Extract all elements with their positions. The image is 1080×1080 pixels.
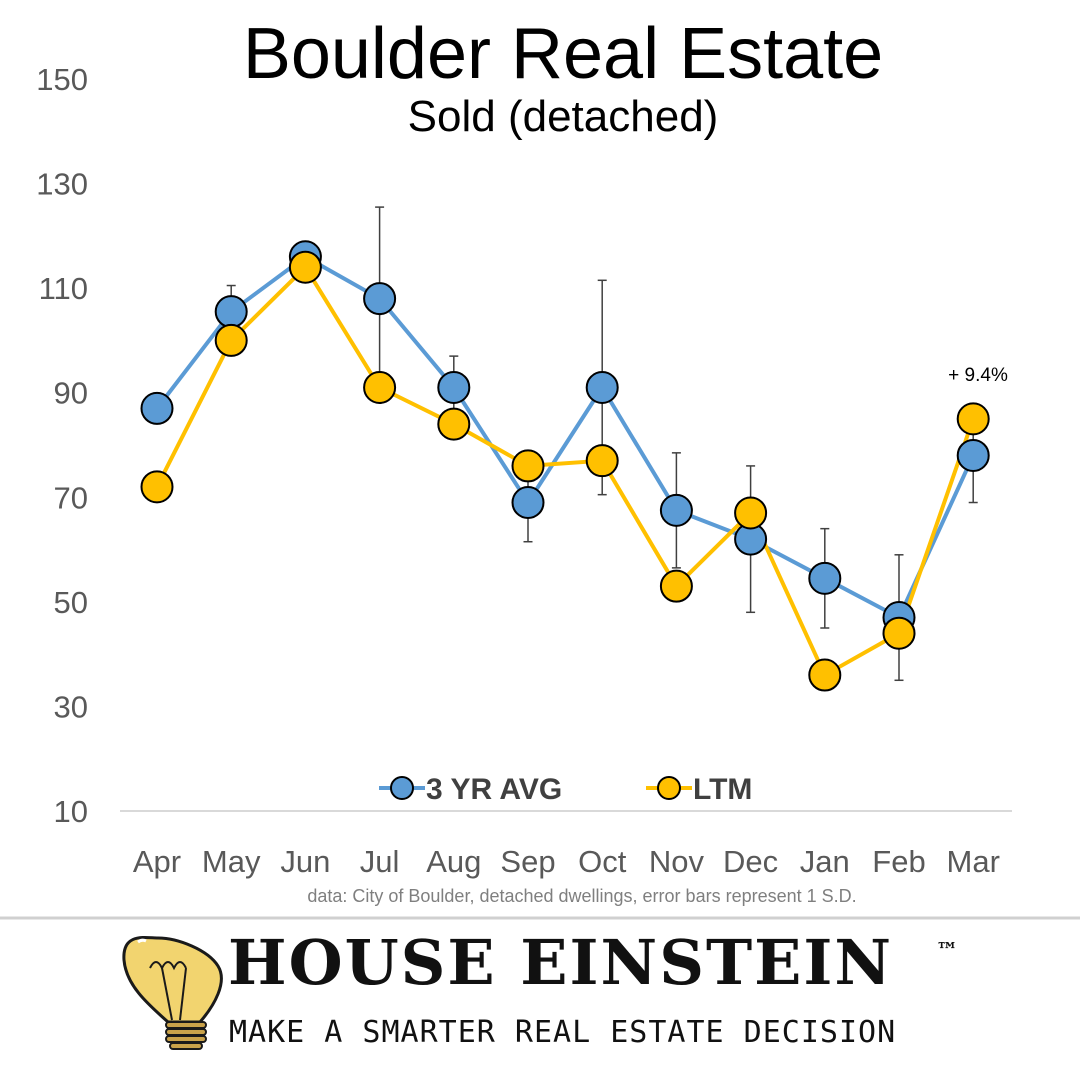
data-point-ltm	[882, 616, 916, 650]
legend: 3 YR AVG LTM	[379, 773, 752, 806]
legend-marker-3yr-avg	[390, 776, 414, 800]
data-point-3-yr-avg	[363, 282, 397, 316]
series-line-ltm	[155, 265, 976, 678]
x-axis-ticks: Apr May Jun Jul Aug Sep Oct Nov Dec Jan Feb Mar	[133, 844, 1000, 879]
x-tick-label: Sep	[500, 844, 555, 879]
series-line-3-yr-avg	[155, 254, 976, 620]
chart-subtitle: Sold (detached)	[408, 92, 719, 141]
x-tick-label: Jul	[360, 844, 400, 879]
x-tick-label: Apr	[133, 844, 181, 879]
y-tick-label: 110	[39, 271, 88, 306]
data-point-ltm	[288, 250, 322, 284]
y-tick-label: 50	[54, 585, 88, 620]
data-point-3-yr-avg	[808, 561, 842, 595]
data-point-ltm	[363, 370, 397, 404]
data-source-note: data: City of Boulder, detached dwelling…	[307, 886, 856, 906]
y-tick-label: 30	[54, 689, 88, 724]
data-point-3-yr-avg	[511, 486, 545, 520]
data-point-ltm	[734, 496, 768, 530]
y-tick-label: 130	[36, 167, 88, 202]
x-tick-label: Oct	[578, 844, 627, 879]
data-point-ltm	[659, 569, 693, 603]
data-point-ltm	[808, 658, 842, 692]
x-tick-label: May	[202, 844, 261, 879]
x-tick-label: Feb	[872, 844, 925, 879]
y-tick-label: 70	[54, 480, 88, 515]
data-point-3-yr-avg	[140, 391, 174, 425]
x-tick-label: Dec	[723, 844, 778, 879]
data-point-3-yr-avg	[437, 370, 471, 404]
trademark-symbol: ™	[936, 938, 958, 964]
data-point-ltm	[437, 407, 471, 441]
y-tick-label: 90	[54, 376, 88, 411]
lightbulb-icon	[122, 935, 223, 1050]
legend-marker-ltm	[657, 776, 681, 800]
brand-tagline: MAKE A SMARTER REAL ESTATE DECISION	[229, 1015, 896, 1050]
data-point-3-yr-avg	[659, 493, 693, 527]
x-tick-label: Jan	[800, 844, 850, 879]
x-tick-label: Mar	[947, 844, 1000, 879]
y-tick-label: 150	[36, 62, 88, 97]
data-point-3-yr-avg	[214, 295, 248, 329]
x-tick-label: Jun	[280, 844, 330, 879]
data-point-ltm	[585, 444, 619, 478]
x-tick-label: Aug	[426, 844, 481, 879]
change-annotation: + 9.4%	[948, 365, 1008, 386]
data-point-ltm	[140, 470, 174, 504]
brand-name: HOUSE EINSTEIN	[228, 926, 893, 999]
series-layer	[140, 240, 990, 692]
legend-label-ltm: LTM	[693, 773, 752, 806]
data-point-ltm	[214, 323, 248, 357]
x-tick-label: Nov	[649, 844, 705, 879]
data-point-3-yr-avg	[956, 438, 990, 472]
data-point-ltm	[511, 449, 545, 483]
data-point-3-yr-avg	[585, 370, 619, 404]
legend-label-3yr-avg: 3 YR AVG	[426, 773, 562, 806]
y-axis-ticks: 150 130 110 90 70 50 30 10	[36, 62, 88, 829]
chart-title: Boulder Real Estate	[243, 14, 883, 94]
data-point-ltm	[956, 402, 990, 436]
y-tick-label: 10	[54, 794, 88, 829]
